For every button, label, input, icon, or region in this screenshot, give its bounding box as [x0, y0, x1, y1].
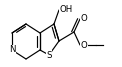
Text: S: S: [46, 51, 52, 59]
Text: O: O: [80, 40, 87, 50]
Text: N: N: [9, 45, 15, 54]
Text: O: O: [80, 14, 87, 24]
Text: OH: OH: [60, 5, 73, 14]
